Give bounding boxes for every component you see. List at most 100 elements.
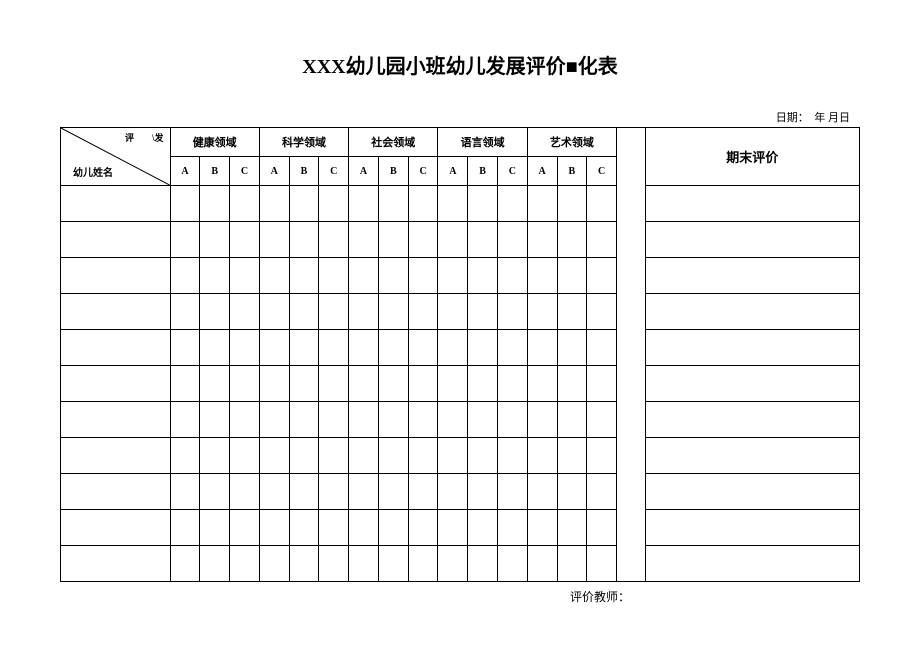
grade-cell	[408, 330, 438, 366]
grade-cell	[289, 546, 319, 582]
grade-cell	[527, 186, 557, 222]
grade-cell	[349, 366, 379, 402]
grade-cell	[259, 438, 289, 474]
grade-cell	[468, 186, 498, 222]
grade-cell	[200, 438, 230, 474]
grade-cell	[527, 330, 557, 366]
name-cell	[61, 474, 171, 510]
grade-cell	[200, 186, 230, 222]
grade-cell	[200, 474, 230, 510]
grade-cell	[557, 258, 587, 294]
grade-cell	[557, 546, 587, 582]
grade-cell	[408, 438, 438, 474]
grade-cell	[289, 510, 319, 546]
grade-cell	[408, 294, 438, 330]
grade-cell	[497, 546, 527, 582]
grade-cell	[408, 546, 438, 582]
grade-cell	[349, 186, 379, 222]
grade-cell	[587, 258, 617, 294]
sub-header: A	[349, 157, 379, 186]
grade-cell	[497, 366, 527, 402]
final-cell	[645, 186, 859, 222]
table-row	[61, 366, 860, 402]
grade-cell	[319, 366, 349, 402]
grade-cell	[527, 402, 557, 438]
grade-cell	[349, 438, 379, 474]
grade-cell	[557, 474, 587, 510]
grade-cell	[349, 510, 379, 546]
gap-cell	[617, 294, 646, 330]
sub-header: B	[378, 157, 408, 186]
name-cell	[61, 402, 171, 438]
grade-cell	[230, 474, 260, 510]
name-cell	[61, 366, 171, 402]
table-row	[61, 438, 860, 474]
final-cell	[645, 546, 859, 582]
grade-cell	[378, 330, 408, 366]
grade-cell	[349, 330, 379, 366]
name-cell	[61, 222, 171, 258]
grade-cell	[349, 402, 379, 438]
grade-cell	[230, 546, 260, 582]
grade-cell	[259, 474, 289, 510]
grade-cell	[587, 186, 617, 222]
grade-cell	[527, 366, 557, 402]
grade-cell	[438, 258, 468, 294]
grade-cell	[349, 474, 379, 510]
grade-cell	[438, 186, 468, 222]
domain-header: 艺术领域	[527, 128, 616, 157]
sub-header: A	[259, 157, 289, 186]
sub-header: A	[438, 157, 468, 186]
name-cell	[61, 438, 171, 474]
gap-cell	[617, 438, 646, 474]
grade-cell	[259, 546, 289, 582]
grade-cell	[259, 366, 289, 402]
grade-cell	[259, 186, 289, 222]
grade-cell	[497, 186, 527, 222]
grade-cell	[319, 294, 349, 330]
final-cell	[645, 402, 859, 438]
grade-cell	[497, 438, 527, 474]
grade-cell	[468, 222, 498, 258]
grade-cell	[587, 366, 617, 402]
grade-cell	[438, 330, 468, 366]
grade-cell	[378, 222, 408, 258]
grade-cell	[349, 258, 379, 294]
grade-cell	[349, 546, 379, 582]
gap-cell	[617, 474, 646, 510]
grade-cell	[289, 474, 319, 510]
grade-cell	[170, 258, 200, 294]
grade-cell	[378, 474, 408, 510]
sub-header: C	[497, 157, 527, 186]
sub-header: B	[557, 157, 587, 186]
grade-cell	[438, 402, 468, 438]
grade-cell	[259, 294, 289, 330]
grade-cell	[378, 366, 408, 402]
grade-cell	[557, 222, 587, 258]
grade-cell	[408, 258, 438, 294]
page-title: XXX幼儿园小班幼儿发展评价■化表	[60, 50, 860, 79]
grade-cell	[497, 474, 527, 510]
final-cell	[645, 258, 859, 294]
grade-cell	[230, 438, 260, 474]
diag-bottom-label: 幼儿姓名	[73, 164, 113, 179]
grade-cell	[349, 294, 379, 330]
grade-cell	[408, 510, 438, 546]
gap-cell	[617, 222, 646, 258]
grade-cell	[289, 402, 319, 438]
grade-cell	[378, 510, 408, 546]
grade-cell	[289, 330, 319, 366]
grade-cell	[200, 330, 230, 366]
grade-cell	[408, 186, 438, 222]
grade-cell	[378, 186, 408, 222]
grade-cell	[587, 294, 617, 330]
table-row	[61, 474, 860, 510]
grade-cell	[170, 222, 200, 258]
gap-cell	[617, 510, 646, 546]
grade-cell	[319, 186, 349, 222]
grade-cell	[230, 366, 260, 402]
grade-cell	[170, 186, 200, 222]
grade-cell	[497, 258, 527, 294]
grade-cell	[408, 474, 438, 510]
gap-header	[617, 128, 646, 186]
